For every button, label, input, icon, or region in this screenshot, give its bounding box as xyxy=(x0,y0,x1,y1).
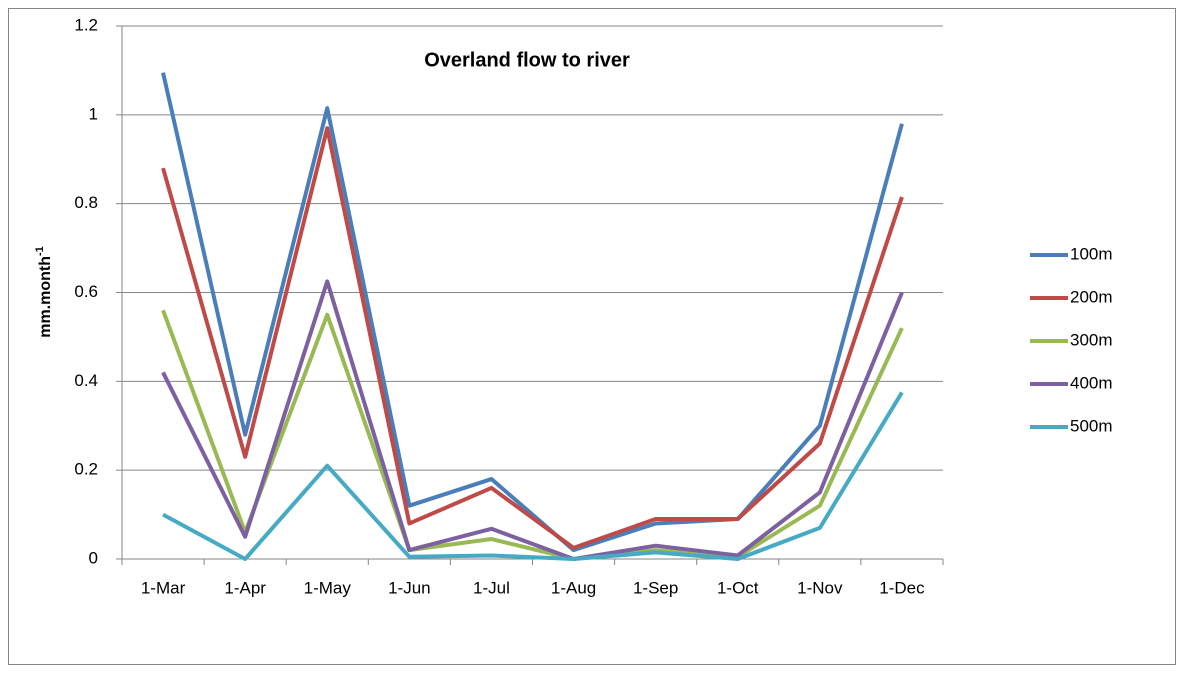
y-tick-label: 1 xyxy=(89,104,98,123)
chart-title: Overland flow to river xyxy=(424,49,630,71)
series-line xyxy=(161,279,904,561)
y-axis-label: mm.month-1 xyxy=(34,246,54,338)
chart-frame xyxy=(8,8,1176,665)
x-tick-label: 1-Sep xyxy=(633,578,678,597)
x-tick-label: 1-Aug xyxy=(551,578,596,597)
y-axis-label-superscript: -1 xyxy=(34,246,46,256)
legend-label: 300m xyxy=(1070,330,1113,349)
y-axis-label-text: mm.month xyxy=(37,256,54,338)
series-line xyxy=(161,309,904,561)
y-tick-label: 0.4 xyxy=(74,371,98,390)
x-tick-label: 1-Oct xyxy=(717,578,759,597)
y-tick-label: 0 xyxy=(89,548,98,567)
series-line xyxy=(161,72,904,553)
legend-label: 100m xyxy=(1070,244,1113,263)
series-line xyxy=(162,391,904,561)
x-tick-label: 1-Jun xyxy=(388,578,431,597)
y-tick-label: 1.2 xyxy=(74,15,98,34)
y-tick-label: 0.8 xyxy=(74,193,98,212)
x-tick-label: 1-May xyxy=(304,578,352,597)
x-tick-label: 1-Dec xyxy=(879,578,925,597)
x-tick-label: 1-Mar xyxy=(141,578,186,597)
x-tick-label: 1-Jul xyxy=(473,578,510,597)
y-tick-label: 0.6 xyxy=(74,282,98,301)
series-line xyxy=(161,126,904,550)
legend-label: 400m xyxy=(1070,373,1113,392)
y-tick-label: 0.2 xyxy=(74,460,98,479)
legend-label: 200m xyxy=(1070,287,1113,306)
x-tick-label: 1-Apr xyxy=(224,578,266,597)
legend-label: 500m xyxy=(1070,416,1113,435)
x-tick-label: 1-Nov xyxy=(797,578,843,597)
